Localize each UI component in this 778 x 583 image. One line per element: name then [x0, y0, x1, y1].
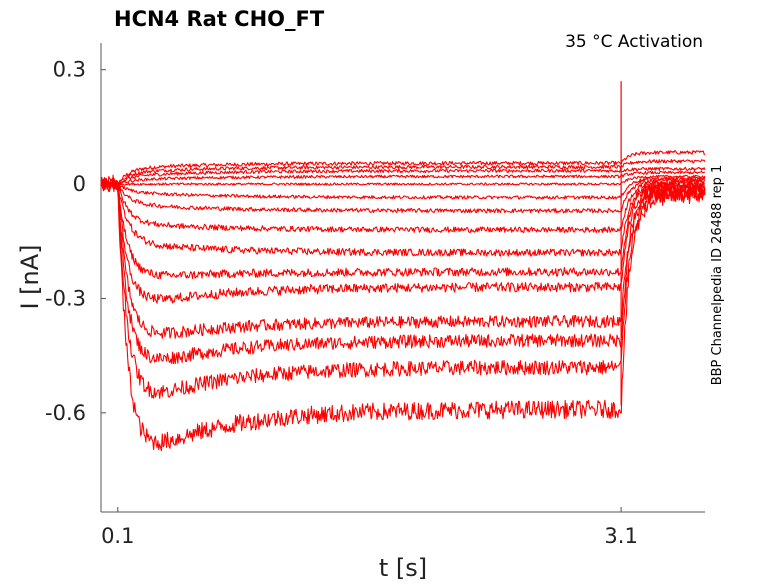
y-tick-label: -0.6 — [45, 401, 86, 425]
y-tick-label: -0.3 — [45, 286, 86, 310]
current-trace-9 — [100, 180, 706, 257]
plot-area: 0.3 0 -0.3 -0.6 0.1 3.1 — [45, 43, 706, 548]
channelpedia-id-label: BBP Channelpedia ID 26488 rep 1 — [710, 165, 725, 386]
current-trace-14 — [100, 178, 706, 399]
x-axis-label: t [s] — [379, 554, 427, 582]
current-trace-13 — [100, 177, 706, 365]
current-trace-5 — [100, 174, 706, 186]
current-trace-15 — [100, 174, 706, 452]
current-trace-10 — [100, 180, 706, 280]
y-tick-label: 0 — [73, 172, 86, 196]
current-traces — [100, 81, 706, 452]
current-trace-11 — [100, 179, 706, 304]
y-tick-label: 0.3 — [53, 58, 86, 82]
chart-title: HCN4 Rat CHO_FT — [114, 7, 325, 31]
current-trace-1 — [100, 150, 705, 186]
axis-ticks: 0.3 0 -0.3 -0.6 0.1 3.1 — [45, 58, 638, 548]
current-trace-12 — [100, 177, 706, 339]
current-trace-8 — [100, 178, 706, 234]
current-trace-4 — [100, 170, 706, 186]
current-trace-2 — [100, 158, 706, 187]
condition-annotation: 35 °C Activation — [565, 32, 703, 52]
x-tick-label: 0.1 — [101, 524, 134, 548]
current-trace-3 — [100, 166, 706, 187]
y-axis-label: I [nA] — [16, 244, 44, 309]
current-trace-6 — [100, 176, 706, 200]
current-trace-7 — [100, 177, 706, 214]
x-tick-label: 3.1 — [604, 524, 637, 548]
